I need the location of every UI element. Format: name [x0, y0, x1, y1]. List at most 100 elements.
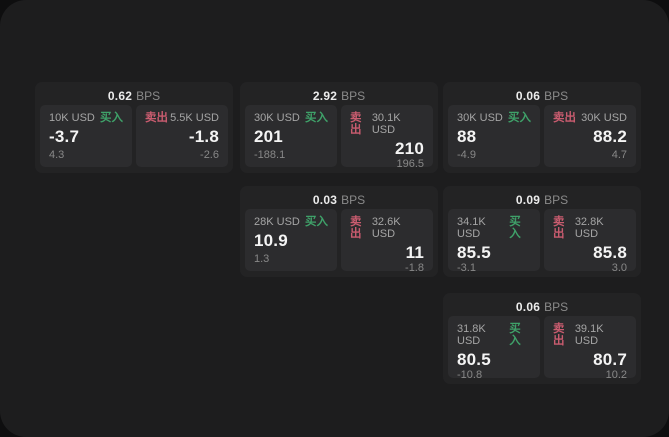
sell-panel-header: 卖出 32.8K USD	[553, 216, 627, 240]
sell-price: 85.8	[593, 243, 627, 262]
bps-header: 0.03 BPS	[245, 190, 433, 209]
buy-sub-value: -188.1	[254, 149, 286, 161]
buy-panel[interactable]: 34.1K USD 买入 85.5 -3.1	[448, 209, 540, 274]
quote-panels: 34.1K USD 买入 85.5 -3.1 卖出 32.8K USD 85.8…	[448, 209, 636, 274]
buy-notional: 31.8K USD	[457, 323, 486, 347]
buy-notional: 34.1K USD	[457, 216, 486, 240]
buy-price: 10.9	[254, 231, 288, 250]
bps-value: 2.92	[312, 88, 338, 103]
sell-panel[interactable]: 卖出 32.6K USD 11 -1.8	[341, 209, 433, 274]
bps-value: 0.06	[515, 299, 541, 314]
bps-unit-label: BPS	[341, 192, 366, 207]
buy-panel[interactable]: 30K USD 买入 88 -4.9	[448, 105, 540, 167]
sell-side-label: 卖出	[553, 216, 565, 240]
sell-panel[interactable]: 卖出 30.1K USD 210 196.5	[341, 105, 433, 170]
sell-notional: 30.1K USD	[371, 112, 401, 136]
buy-side-label: 买入	[509, 323, 521, 347]
sell-notional: 30K USD	[581, 112, 627, 124]
quote-panels: 28K USD 买入 10.9 1.3 卖出 32.6K USD 11 -1.8	[245, 209, 433, 274]
buy-side-label: 买入	[305, 112, 328, 124]
buy-panel[interactable]: 28K USD 买入 10.9 1.3	[245, 209, 337, 271]
bps-value: 0.06	[515, 88, 541, 103]
buy-sub-value: 1.3	[254, 253, 270, 265]
quote-panels: 10K USD 买入 -3.7 4.3 卖出 5.5K USD -1.8 -2.…	[40, 105, 228, 167]
sell-notional: 39.1K USD	[574, 323, 604, 347]
sell-panel[interactable]: 卖出 32.8K USD 85.8 3.0	[544, 209, 636, 274]
sell-side-label: 卖出	[553, 112, 576, 124]
sell-panel-header: 卖出 32.6K USD	[350, 216, 424, 240]
buy-panel-header: 30K USD 买入	[457, 112, 531, 124]
buy-panel-header: 34.1K USD 买入	[457, 216, 531, 240]
buy-sub-value: -10.8	[457, 369, 483, 381]
quote-card: 0.06 BPS 31.8K USD 买入 80.5 -10.8 卖出 39.1…	[443, 293, 641, 384]
buy-panel[interactable]: 31.8K USD 买入 80.5 -10.8	[448, 316, 540, 381]
quote-panels: 31.8K USD 买入 80.5 -10.8 卖出 39.1K USD 80.…	[448, 316, 636, 381]
sell-side-label: 卖出	[145, 112, 168, 124]
bps-header: 0.06 BPS	[448, 86, 636, 105]
sell-panel-header: 卖出 39.1K USD	[553, 323, 627, 347]
sell-panel[interactable]: 卖出 5.5K USD -1.8 -2.6	[136, 105, 228, 167]
buy-price: 88	[457, 127, 477, 146]
buy-price: 80.5	[457, 350, 491, 369]
buy-panel-header: 30K USD 买入	[254, 112, 328, 124]
sell-sub-value: 3.0	[611, 262, 627, 274]
bps-unit-label: BPS	[341, 88, 366, 103]
sell-sub-value: 196.5	[396, 158, 424, 170]
sell-panel[interactable]: 卖出 39.1K USD 80.7 10.2	[544, 316, 636, 381]
buy-price: -3.7	[49, 127, 80, 146]
bps-header: 0.62 BPS	[40, 86, 228, 105]
quote-card: 0.62 BPS 10K USD 买入 -3.7 4.3 卖出 5.5K USD…	[35, 82, 233, 173]
buy-panel-header: 28K USD 买入	[254, 216, 328, 228]
buy-panel-header: 10K USD 买入	[49, 112, 123, 124]
bps-value: 0.03	[312, 192, 338, 207]
buy-price: 201	[254, 127, 283, 146]
sell-price: 11	[405, 243, 424, 262]
sell-side-label: 卖出	[553, 323, 565, 347]
buy-sub-value: -3.1	[457, 262, 476, 274]
buy-side-label: 买入	[509, 216, 521, 240]
bps-header: 0.06 BPS	[448, 297, 636, 316]
buy-panel-header: 31.8K USD 买入	[457, 323, 531, 347]
sell-price: 210	[395, 139, 424, 158]
buy-notional: 30K USD	[457, 112, 503, 124]
buy-side-label: 买入	[508, 112, 531, 124]
quote-card: 2.92 BPS 30K USD 买入 201 -188.1 卖出 30.1K …	[240, 82, 438, 173]
sell-price: -1.8	[188, 127, 219, 146]
quote-panels: 30K USD 买入 201 -188.1 卖出 30.1K USD 210 1…	[245, 105, 433, 170]
sell-sub-value: -2.6	[200, 149, 219, 161]
bps-value: 0.09	[515, 192, 541, 207]
buy-notional: 28K USD	[254, 216, 300, 228]
sell-notional: 32.6K USD	[371, 216, 401, 240]
buy-side-label: 买入	[305, 216, 328, 228]
sell-side-label: 卖出	[350, 112, 362, 136]
sell-sub-value: -1.8	[405, 262, 424, 274]
sell-price: 88.2	[593, 127, 627, 146]
bps-value: 0.62	[107, 88, 133, 103]
sell-side-label: 卖出	[350, 216, 362, 240]
buy-panel[interactable]: 10K USD 买入 -3.7 4.3	[40, 105, 132, 167]
bps-unit-label: BPS	[544, 88, 569, 103]
bps-unit-label: BPS	[544, 192, 569, 207]
bps-unit-label: BPS	[544, 299, 569, 314]
bps-unit-label: BPS	[136, 88, 161, 103]
buy-notional: 30K USD	[254, 112, 300, 124]
sell-panel-header: 卖出 30.1K USD	[350, 112, 424, 136]
buy-price: 85.5	[457, 243, 491, 262]
sell-panel[interactable]: 卖出 30K USD 88.2 4.7	[544, 105, 636, 167]
bps-header: 0.09 BPS	[448, 190, 636, 209]
buy-notional: 10K USD	[49, 112, 95, 124]
buy-panel[interactable]: 30K USD 买入 201 -188.1	[245, 105, 337, 167]
sell-panel-header: 卖出 30K USD	[553, 112, 627, 124]
sell-price: 80.7	[593, 350, 627, 369]
quote-card: 0.06 BPS 30K USD 买入 88 -4.9 卖出 30K USD 8…	[443, 82, 641, 173]
quote-card: 0.09 BPS 34.1K USD 买入 85.5 -3.1 卖出 32.8K…	[443, 186, 641, 277]
sell-notional: 5.5K USD	[170, 112, 219, 124]
bps-header: 2.92 BPS	[245, 86, 433, 105]
buy-sub-value: -4.9	[457, 149, 476, 161]
quote-panels: 30K USD 买入 88 -4.9 卖出 30K USD 88.2 4.7	[448, 105, 636, 167]
sell-sub-value: 4.7	[611, 149, 627, 161]
sell-notional: 32.8K USD	[574, 216, 604, 240]
buy-sub-value: 4.3	[49, 149, 65, 161]
sell-panel-header: 卖出 5.5K USD	[145, 112, 219, 124]
